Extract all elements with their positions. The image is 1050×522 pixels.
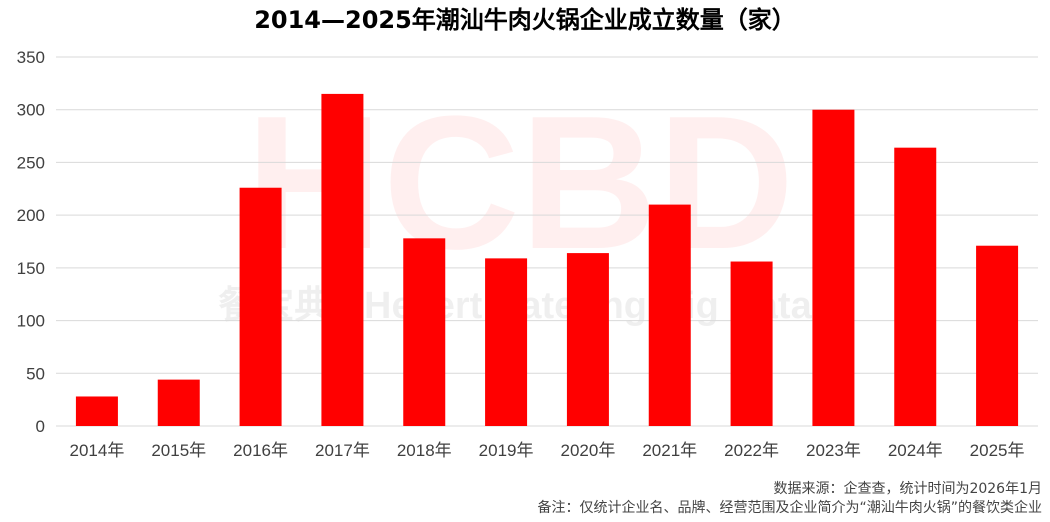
x-tick-label: 2024年: [888, 441, 943, 460]
bar: [976, 245, 1019, 426]
x-tick-label: 2020年: [561, 441, 616, 460]
y-tick-label: 200: [17, 206, 45, 225]
bar: [403, 238, 446, 426]
y-tick-label: 100: [17, 312, 45, 331]
y-tick-label: 350: [17, 48, 45, 67]
x-axis-tick-labels: 2014年 2015年 2016年 2017年 2018年 2019年 2020年 2021年…: [70, 441, 1025, 460]
y-tick-label: 150: [17, 259, 45, 278]
y-tick-label: 250: [17, 153, 45, 172]
bar: [730, 261, 773, 426]
x-tick-label: 2019年: [479, 441, 534, 460]
chart-title: 2014—2025年潮汕牛肉火锅企业成立数量（家）: [254, 6, 796, 34]
x-tick-label: 2017年: [315, 441, 370, 460]
source-note: 数据来源：企查查，统计时间为2026年1月: [773, 481, 1042, 497]
x-tick-label: 2021年: [642, 441, 697, 460]
x-tick-label: 2015年: [151, 441, 206, 460]
x-tick-label: 2016年: [233, 441, 288, 460]
y-axis-tick-labels: 0 50 100 150 200 250 300 350: [17, 48, 45, 436]
remark-note: 备注：仅统计企业名、品牌、经营范围及企业简介为“潮汕牛肉火锅”的餐饮类企业: [537, 500, 1042, 516]
bar: [239, 187, 282, 426]
x-tick-label: 2014年: [70, 441, 125, 460]
grid-lines: [56, 56, 1038, 427]
x-tick-label: 2018年: [397, 441, 452, 460]
y-tick-label: 50: [26, 364, 45, 383]
y-tick-label: 300: [17, 101, 45, 120]
y-tick-label: 0: [36, 417, 45, 436]
bar: [648, 204, 691, 426]
x-tick-label: 2022年: [724, 441, 779, 460]
bar: [321, 93, 364, 427]
x-tick-label: 2025年: [970, 441, 1025, 460]
bars: [75, 93, 1019, 427]
bar: [812, 109, 855, 426]
bar: [566, 253, 609, 426]
bar: [894, 147, 937, 426]
x-tick-label: 2023年: [806, 441, 861, 460]
bar: [157, 379, 200, 426]
bar: [75, 396, 118, 426]
bar: [485, 258, 528, 426]
